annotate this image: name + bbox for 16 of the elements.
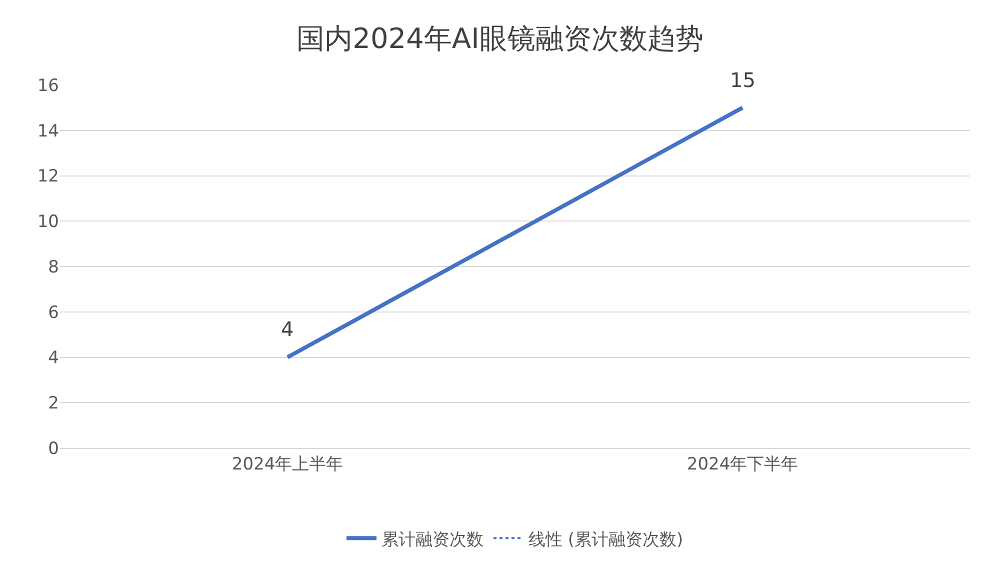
data-label: 15 [730, 68, 756, 92]
chart-title: 国内2024年AI眼镜融资次数趋势 [296, 22, 704, 56]
y-tick-label: 6 [48, 302, 59, 323]
data-label: 4 [281, 317, 294, 341]
y-tick-label: 0 [48, 438, 59, 459]
x-tick-label: 2024年下半年 [686, 454, 798, 474]
y-tick-label: 10 [37, 212, 59, 232]
y-tick-label: 2 [48, 394, 59, 414]
y-tick-label: 16 [37, 76, 59, 96]
y-tick-label: 14 [37, 121, 59, 142]
legend-label: 线性 (累计融资次数) [528, 530, 684, 550]
y-tick-label: 8 [48, 257, 59, 278]
y-tick-label: 12 [37, 166, 59, 187]
legend-label: 累计融资次数 [382, 530, 484, 550]
y-tick-label: 4 [48, 348, 59, 368]
x-tick-label: 2024年上半年 [232, 454, 344, 474]
